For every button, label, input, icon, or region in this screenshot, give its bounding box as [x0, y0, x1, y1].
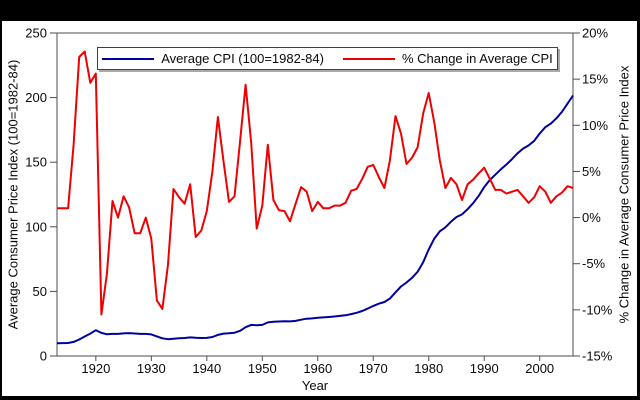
x-tick-label: 1990	[470, 361, 499, 376]
x-tick-label: 1950	[248, 361, 277, 376]
left-tick-label: 250	[25, 26, 47, 41]
legend-item-pct-change: % Change in Average CPI	[342, 51, 553, 66]
chart-legend: Average CPI (100=1982-84) % Change in Av…	[97, 47, 558, 70]
right-axis-title: % Change in Average Consumer Price Index	[616, 65, 632, 324]
right-tick-label: 15%	[582, 72, 608, 87]
legend-label-cpi: Average CPI (100=1982-84)	[161, 51, 324, 66]
left-tick-label: 100	[25, 219, 47, 234]
avg-cpi-line	[56, 94, 574, 345]
pct-change-line	[57, 50, 574, 316]
left-tick-label: 150	[25, 155, 47, 170]
plot-frame	[56, 32, 574, 357]
left-tick-label: 200	[25, 90, 47, 105]
legend-item-cpi: Average CPI (100=1982-84)	[102, 51, 324, 66]
x-tick-label: 1920	[81, 361, 110, 376]
left-axis-title: Average Consumer Price Index (100=1982-8…	[5, 59, 21, 330]
cpi-line-swatch	[102, 57, 155, 60]
right-tick-label: 5%	[582, 164, 601, 179]
right-tick-label: 0%	[582, 210, 601, 225]
legend-label-pct-change: % Change in Average CPI	[401, 51, 553, 66]
right-tick-label: -10%	[582, 302, 613, 317]
left-tick-label: 0	[40, 349, 47, 364]
x-tick-label: 2000	[525, 361, 554, 376]
x-tick-label: 1960	[303, 361, 332, 376]
right-tick-label: -5%	[582, 256, 606, 271]
left-tick-label: 50	[33, 284, 47, 299]
x-tick-label: 1940	[192, 361, 221, 376]
x-tick-label: 1930	[137, 361, 166, 376]
right-tick-label: 10%	[582, 118, 608, 133]
x-axis-title: Year	[301, 378, 329, 393]
right-tick-label: -15%	[582, 349, 613, 364]
x-tick-label: 1970	[359, 361, 388, 376]
right-tick-label: 20%	[582, 26, 608, 41]
x-tick-label: 1980	[414, 361, 443, 376]
pct-change-line-swatch	[342, 57, 395, 60]
